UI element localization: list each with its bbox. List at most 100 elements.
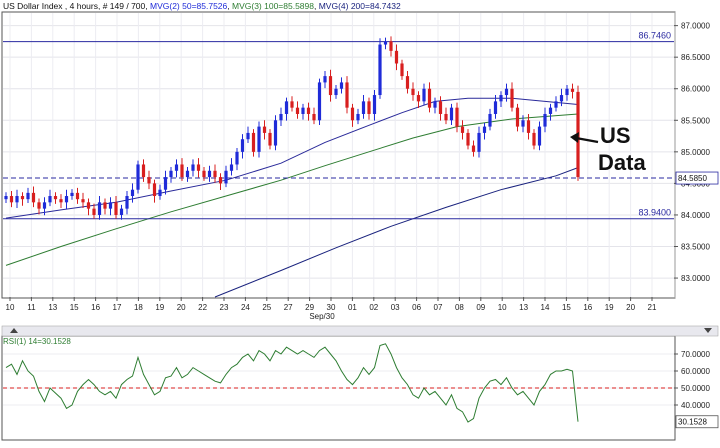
candle-body <box>477 132 481 152</box>
time-tick-label: 17 <box>113 303 122 312</box>
candle-body <box>158 189 162 197</box>
rsi-last-value-box <box>675 415 719 429</box>
candle-body <box>26 192 30 200</box>
time-tick-label: 13 <box>519 303 528 312</box>
chart-header: US Dollar Index , 4 hours, # 149 / 700, … <box>3 1 401 11</box>
time-tick-label: 21 <box>648 303 657 312</box>
time-tick-label: 14 <box>541 303 550 312</box>
annotation-line-1: US <box>600 123 631 148</box>
candle-body <box>108 202 113 209</box>
candle-body <box>532 132 536 146</box>
price-tick-label: 87.0000 <box>681 22 710 31</box>
candle-body <box>202 170 206 178</box>
rsi-tick-label: 40.0000 <box>681 401 710 410</box>
candle-body <box>251 132 256 152</box>
time-tick-label: 20 <box>626 303 635 312</box>
candle-body <box>180 164 184 178</box>
candle-body <box>125 196 129 209</box>
time-tick-label: 10 <box>498 303 507 312</box>
candle-body <box>273 120 278 146</box>
candle-body <box>257 126 261 152</box>
candle-body <box>350 107 355 121</box>
candle-body <box>169 170 173 178</box>
time-tick-label: 19 <box>605 303 614 312</box>
candle-body <box>565 88 569 96</box>
candle-body <box>515 107 520 127</box>
expand-down-icon[interactable] <box>704 328 712 333</box>
candle-body <box>141 164 146 178</box>
candle-body <box>119 208 124 215</box>
price-tick-label: 84.0000 <box>681 211 710 220</box>
candle-body <box>152 183 157 197</box>
candle-body <box>306 107 311 114</box>
candle-body <box>48 196 52 203</box>
candle-body <box>20 196 25 200</box>
candle-body <box>471 145 476 152</box>
candle-body <box>394 50 399 64</box>
price-tick-label: 85.0000 <box>681 148 710 157</box>
ma-line-50 <box>5 97 579 219</box>
time-tick-label: 23 <box>220 303 229 312</box>
candle-body <box>224 170 228 184</box>
price-tick-label: 86.0000 <box>681 85 710 94</box>
candle-body <box>367 101 371 114</box>
candle-body <box>493 101 498 114</box>
candle-body <box>361 101 366 114</box>
price-plot-frame[interactable] <box>1 11 676 299</box>
rsi-title: RSI(1) 14=30.1528 <box>3 337 71 346</box>
price-tick-label: 86.5000 <box>681 53 710 62</box>
candle-body <box>191 164 195 171</box>
time-tick-label: 15 <box>70 303 79 312</box>
candle-body <box>405 76 410 89</box>
candlesticks <box>4 36 580 220</box>
candle-body <box>378 44 382 96</box>
candle-body <box>422 88 426 102</box>
time-tick-label: 19 <box>155 303 164 312</box>
time-tick-label: 02 <box>369 303 378 312</box>
candle-body <box>466 132 470 146</box>
time-tick-label: 09 <box>476 303 485 312</box>
candle-body <box>163 177 168 190</box>
level-label: 86.7460 <box>638 31 671 41</box>
annotation-arrow-icon <box>575 136 599 144</box>
candle-body <box>75 192 80 200</box>
moving-averages <box>5 97 579 298</box>
candle-body <box>207 170 212 178</box>
time-tick-label: 15 <box>562 303 571 312</box>
level-label: 83.9400 <box>638 208 671 218</box>
candle-body <box>411 88 415 96</box>
candle-body <box>328 76 333 96</box>
candle-body <box>147 177 151 184</box>
candle-body <box>279 113 283 121</box>
time-tick-label: 06 <box>412 303 421 312</box>
candle-body <box>229 164 234 171</box>
rsi-tick-label: 50.0000 <box>681 384 710 393</box>
rsi-tick-label: 70.0000 <box>681 350 710 359</box>
candle-body <box>339 82 344 89</box>
time-tick-label: 27 <box>284 303 293 312</box>
time-tick-label: 01 <box>348 303 357 312</box>
time-axis-ticks: 10 11 13 15 16 17 18 19 20 22 23 24 25 27 29 30 01 02 03 06… <box>6 297 657 312</box>
candle-body <box>81 199 85 203</box>
candle-body <box>460 126 465 133</box>
collapse-up-icon[interactable] <box>10 328 18 333</box>
time-tick-label: 16 <box>583 303 592 312</box>
candle-body <box>521 120 525 127</box>
candle-body <box>31 192 36 203</box>
us-data-annotation: US Data <box>570 123 646 175</box>
candle-body <box>86 202 91 209</box>
rsi-tick-label: 60.0000 <box>681 367 710 376</box>
candle-body <box>372 95 377 114</box>
candle-body <box>543 113 547 127</box>
panel-divider-bar[interactable] <box>1 325 719 337</box>
candle-body <box>356 113 360 121</box>
candle-body <box>537 126 542 146</box>
candle-body <box>526 120 531 133</box>
candle-body <box>246 132 250 140</box>
price-tick-label: 83.0000 <box>681 274 710 283</box>
rsi-last-value: 30.1528 <box>678 418 707 427</box>
candle-body <box>59 199 63 203</box>
ma-line-200 <box>214 167 579 298</box>
candle-body <box>455 107 459 127</box>
candle-body <box>334 88 338 96</box>
